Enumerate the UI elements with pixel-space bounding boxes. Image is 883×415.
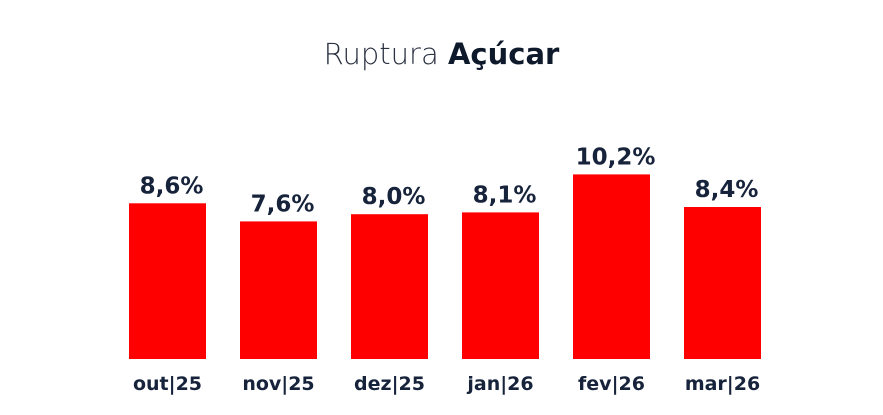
- bar-1: [240, 221, 317, 359]
- category-label-4: fev|26: [578, 373, 645, 395]
- category-label-2: dez|25: [354, 373, 425, 395]
- bar-value-label-3: 8,1%: [473, 182, 537, 208]
- bar-3: [462, 212, 539, 359]
- category-label-1: nov|25: [242, 373, 314, 395]
- category-label-5: mar|26: [685, 373, 760, 395]
- bar-value-label-5: 8,4%: [695, 177, 759, 203]
- chart-title: Ruptura Açúcar: [0, 34, 883, 74]
- bar-2: [351, 214, 428, 359]
- bar-5: [684, 207, 761, 359]
- category-label-0: out|25: [133, 373, 202, 395]
- bar-0: [129, 203, 206, 359]
- bar-value-label-0: 8,6%: [140, 173, 204, 199]
- chart-title-light: Ruptura: [323, 37, 439, 71]
- category-label-3: jan|26: [466, 373, 533, 395]
- bar-4: [573, 174, 650, 359]
- bar-value-label-2: 8,0%: [362, 184, 426, 210]
- bar-value-label-4: 10,2%: [576, 144, 656, 170]
- chart-title-bold: Açúcar: [447, 37, 560, 71]
- bar-value-label-1: 7,6%: [251, 191, 315, 217]
